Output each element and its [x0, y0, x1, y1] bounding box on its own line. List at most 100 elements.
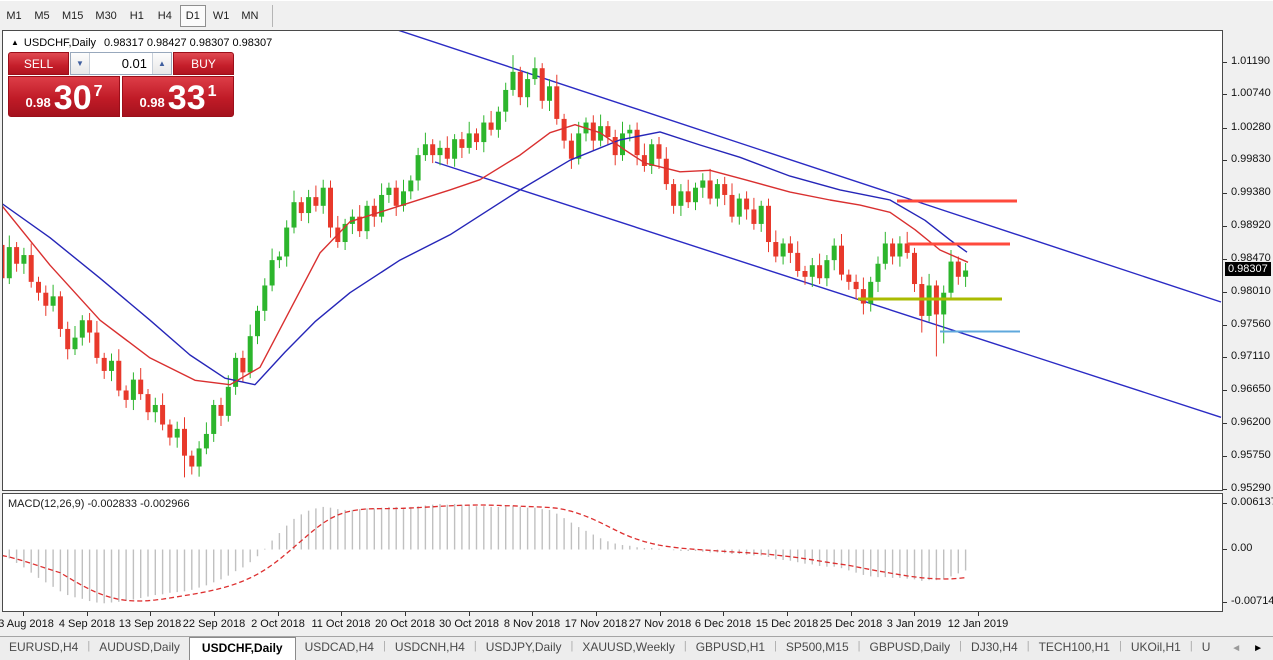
chart-tab-usdcad-h4[interactable]: USDCAD,H4	[304, 640, 374, 654]
volume-decrease-icon[interactable]: ▼	[71, 53, 90, 74]
chart-tab-usdchf-daily[interactable]: USDCHF,Daily	[188, 637, 296, 660]
price-axis-label: 0.95750	[1231, 449, 1271, 461]
timeframe-button-h4[interactable]: H4	[157, 9, 172, 22]
timeframe-button-d1[interactable]: D1	[179, 4, 206, 27]
candle	[802, 270, 808, 277]
timeframe-button-m15[interactable]: M15	[62, 9, 84, 22]
candle	[174, 428, 180, 438]
macd-chart	[3, 503, 967, 604]
candle	[685, 191, 691, 203]
timeframe-button-h1[interactable]: H1	[129, 9, 144, 22]
tab-separator: |	[1189, 640, 1193, 652]
tab-separator: |	[774, 640, 777, 652]
timeframe-button-m5[interactable]: M5	[34, 9, 50, 22]
time-tick	[341, 612, 342, 616]
candle	[561, 118, 567, 141]
candle	[444, 147, 450, 159]
candle	[14, 247, 20, 264]
price-axis-label: 0.95290	[1231, 482, 1271, 494]
chart-tab-u[interactable]: U	[1201, 640, 1211, 654]
chart-tab-bar: EURUSD,H4 | AUDUSD,Daily USDCHF,Daily USDCAD…	[0, 636, 1273, 660]
candle	[590, 122, 596, 141]
candle	[196, 448, 202, 467]
chart-tab-usdjpy-daily[interactable]: USDJPY,Daily	[485, 640, 562, 654]
candle	[466, 133, 472, 148]
chart-tab-sp500-m15[interactable]: SP500,M15	[785, 640, 849, 654]
candle	[43, 292, 49, 306]
chart-tab-tech100-h1[interactable]: TECH100,H1	[1038, 640, 1110, 654]
buy-button[interactable]: BUY	[173, 52, 234, 75]
sell-price-tile[interactable]: 0.98 30 7	[8, 76, 120, 117]
chart-tab-ukoil-h1[interactable]: UKOil,H1	[1130, 640, 1181, 654]
candle	[780, 243, 786, 257]
candle	[50, 296, 56, 306]
candle	[371, 205, 377, 217]
chart-tab-audusd-daily[interactable]: AUDUSD,Daily	[99, 640, 180, 654]
volume-spinner: ▼ 0.01 ▲	[70, 52, 172, 75]
price-axis-label: 0.97560	[1231, 318, 1271, 330]
candle	[386, 187, 392, 195]
candle	[276, 256, 282, 261]
timeframe-button-w1[interactable]: W1	[212, 9, 230, 22]
date-label: 2 Oct 2018	[251, 618, 305, 630]
timeframe-button-mn[interactable]: MN	[241, 9, 259, 22]
tab-scroll-left-icon[interactable]: ◄	[1231, 642, 1242, 654]
candle	[547, 86, 552, 101]
chart-tab-dj30-h4[interactable]: DJ30,H4	[971, 640, 1018, 654]
candle	[284, 227, 290, 257]
time-tick	[660, 612, 661, 616]
macd-indicator-pane[interactable]: MACD(12,26,9) -0.002833 -0.002966	[2, 493, 1223, 612]
tab-separator: |	[382, 640, 386, 652]
tab-scroll-right-icon[interactable]: ►	[1253, 642, 1263, 654]
candle	[568, 140, 574, 159]
candle	[532, 68, 538, 80]
tab-separator: |	[570, 640, 574, 652]
candle	[809, 265, 815, 277]
candle	[94, 332, 100, 358]
chart-tab-usdcnh-h4[interactable]: USDCNH,H4	[394, 640, 465, 654]
main-chart-pane[interactable]: ▲ USDCHF,Daily 0.98317 0.98427 0.98307 0.9…	[2, 30, 1223, 491]
sell-button[interactable]: SELL	[8, 52, 69, 75]
date-label: 13 Sep 2018	[118, 618, 182, 630]
tab-separator: |	[683, 640, 687, 652]
time-tick	[405, 612, 406, 616]
price-tick	[1223, 423, 1227, 424]
candle	[787, 243, 793, 253]
time-tick	[150, 612, 151, 616]
chart-tab-gbpusd-daily[interactable]: GBPUSD,Daily	[869, 640, 951, 654]
candle	[145, 394, 151, 413]
candle	[605, 126, 611, 138]
candle	[138, 379, 144, 395]
timeframe-button-m1[interactable]: M1	[6, 9, 22, 22]
tab-separator: |	[1026, 640, 1030, 652]
time-tick	[723, 612, 724, 616]
candle	[225, 386, 231, 416]
price-axis-label: 0.99380	[1231, 186, 1271, 198]
candle	[123, 390, 129, 400]
candle	[182, 428, 187, 456]
candle	[262, 285, 268, 311]
volume-increase-icon[interactable]: ▲	[152, 53, 171, 74]
chart-tab-xauusd-weekly[interactable]: XAUUSD,Weekly	[582, 640, 675, 654]
candle	[875, 263, 881, 282]
price-tick	[1223, 160, 1227, 161]
timeframe-button-m30[interactable]: M30	[95, 9, 117, 22]
candle	[955, 261, 961, 277]
volume-value[interactable]: 0.01	[121, 56, 147, 71]
chart-tab-eurusd-h4[interactable]: EURUSD,H4	[9, 640, 79, 654]
buy-price-prefix: 0.98	[139, 95, 165, 110]
price-axis[interactable]: 1.01190 1.00740 1.00280 0.99830 0.99380 0.989…	[1223, 30, 1273, 612]
macd-tick	[1223, 602, 1227, 603]
buy-price-tile[interactable]: 0.98 33 1	[122, 76, 234, 117]
collapse-arrow-icon[interactable]: ▲	[11, 38, 19, 47]
candle	[72, 337, 78, 350]
time-tick	[23, 612, 24, 616]
candlestick-chart[interactable]	[3, 31, 1222, 490]
candle	[130, 379, 136, 400]
candle	[707, 180, 713, 199]
date-label: 8 Nov 2018	[503, 618, 561, 630]
chart-tab-gbpusd-h1[interactable]: GBPUSD,H1	[695, 640, 766, 654]
candle	[678, 191, 684, 206]
date-label: 23 Aug 2018	[0, 618, 54, 630]
